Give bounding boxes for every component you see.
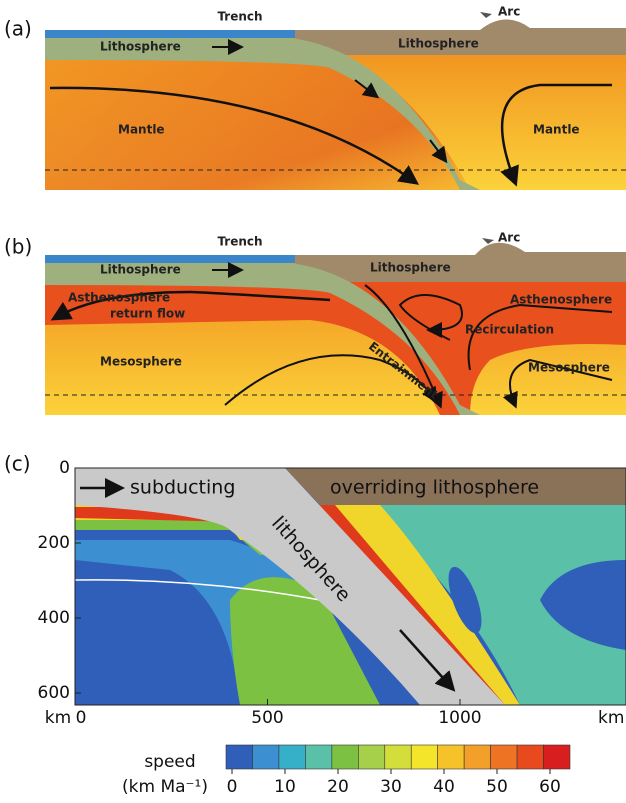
y-tick-label: 600 — [38, 683, 70, 703]
axis-unit: km — [45, 708, 71, 728]
colorbar-swatch — [305, 745, 331, 769]
colorbar-title: speed — [144, 752, 195, 772]
label: Trench — [217, 235, 262, 249]
y-tick-label: 400 — [38, 608, 70, 628]
label: Asthenosphere — [510, 293, 612, 307]
colorbar-tick-label: 0 — [227, 777, 238, 797]
axis-unit: km — [598, 708, 624, 728]
panel-label: (b) — [4, 235, 32, 259]
colorbar-swatch — [544, 745, 570, 769]
y-tick-label: 200 — [38, 533, 70, 553]
label: Lithosphere — [398, 37, 479, 51]
colorbar: 0 10 20 30 40 50 60 — [226, 745, 570, 797]
figure: (a) Trench Arc Lithosphere Lithosphere M… — [0, 0, 626, 799]
colorbar-tick-label: 30 — [380, 777, 402, 797]
colorbar-swatch — [226, 745, 252, 769]
colorbar-tick-label: 50 — [486, 777, 508, 797]
label: Arc — [498, 5, 520, 19]
y-tick-label: 0 — [59, 458, 70, 478]
label: return flow — [110, 307, 185, 321]
panel-label: (a) — [4, 17, 32, 41]
label: Arc — [498, 231, 520, 245]
colorbar-tick-label: 20 — [327, 777, 349, 797]
colorbar-tick-label: 60 — [539, 777, 561, 797]
label: Lithosphere — [100, 263, 181, 277]
colorbar-swatch — [332, 745, 358, 769]
colorbar-unit: (km Ma⁻¹) — [122, 777, 208, 797]
label: Mesosphere — [528, 361, 610, 375]
label: Lithosphere — [100, 40, 181, 54]
colorbar-tick-label: 10 — [274, 777, 296, 797]
colorbar-swatch — [358, 745, 384, 769]
label: overriding lithosphere — [330, 477, 539, 499]
colorbar-swatch — [438, 745, 464, 769]
label: Mesosphere — [100, 355, 182, 369]
colorbar-swatch — [411, 745, 437, 769]
colorbar-swatch — [491, 745, 517, 769]
colorbar-swatch — [464, 745, 490, 769]
colorbar-swatch — [279, 745, 305, 769]
label: Asthenosphere — [68, 291, 170, 305]
colorbar-tick-label: 40 — [433, 777, 455, 797]
label: Mantle — [118, 123, 165, 137]
colorbar-swatch — [385, 745, 411, 769]
label: Lithosphere — [370, 261, 451, 275]
panel-label: (c) — [4, 452, 31, 476]
label: Recirculation — [465, 323, 554, 337]
colorbar-swatch — [252, 745, 278, 769]
colorbar-swatch — [517, 745, 543, 769]
x-tick-label: 1000 — [438, 708, 481, 728]
x-tick-label: 500 — [251, 708, 283, 728]
label: subducting — [130, 477, 235, 499]
label: Trench — [217, 10, 262, 24]
label: Mantle — [533, 123, 580, 137]
x-tick-label: 0 — [76, 708, 87, 728]
